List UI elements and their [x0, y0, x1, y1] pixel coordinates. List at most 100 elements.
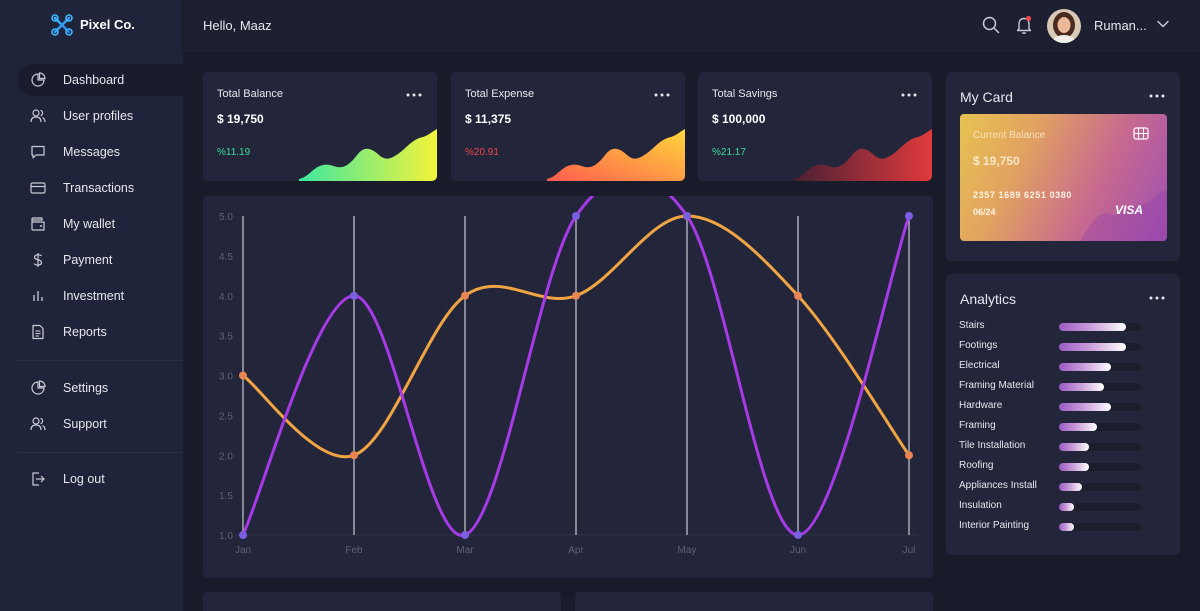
data-point — [461, 291, 469, 300]
sidebar-item-logout[interactable]: Log out — [17, 463, 183, 495]
analytics-row: Insulation — [959, 500, 1154, 514]
sparkline — [299, 129, 437, 181]
y-tick-label: 4.5 — [219, 252, 233, 263]
sidebar-item-label: Investment — [63, 289, 125, 303]
card-label: Current Balance — [973, 130, 1046, 141]
progress-fill — [1059, 403, 1111, 411]
data-point — [239, 531, 247, 539]
more-icon[interactable] — [654, 93, 670, 97]
y-tick-label: 2.5 — [219, 411, 233, 422]
progress-fill — [1059, 383, 1105, 391]
sidebar-item-label: Log out — [63, 472, 105, 486]
sidebar-item-investment[interactable]: Investment — [17, 280, 183, 312]
progress-track — [1059, 403, 1141, 411]
stat-change: %11.19 — [217, 147, 251, 158]
chevron-down-icon[interactable] — [1156, 19, 1170, 29]
progress-track — [1059, 383, 1141, 391]
data-point — [572, 291, 580, 300]
x-tick-label: May — [678, 545, 697, 556]
progress-fill — [1059, 363, 1111, 371]
card-chip-icon — [1133, 127, 1149, 140]
sidebar-item-my-wallet[interactable]: My wallet — [17, 208, 183, 240]
progress-fill — [1059, 323, 1127, 331]
stat-card-total-expense: Total Expense $ 11,375 %20.91 — [451, 72, 685, 181]
stat-value: $ 100,000 — [712, 112, 766, 126]
line-chart-card: 5.0 4.5 4.0 3.5 3.0 2.5 2.0 1.5 1.0 Jan Feb Mar Apr M… — [203, 196, 933, 578]
progress-track — [1059, 483, 1141, 491]
analytics-row: Tile Installation — [959, 440, 1154, 454]
analytics-label: Appliances Install — [959, 480, 1037, 491]
data-point — [350, 291, 358, 300]
analytics-row: Electrical — [959, 360, 1154, 374]
bar-chart-icon — [33, 291, 43, 301]
sidebar-item-transactions[interactable]: Transactions — [17, 172, 183, 204]
progress-track — [1059, 343, 1141, 351]
more-icon[interactable] — [1149, 94, 1165, 98]
credit-card[interactable]: Current Balance $ 19,750 2357 1689 6251 … — [960, 114, 1167, 241]
sidebar-item-label: Transactions — [63, 181, 135, 195]
progress-track — [1059, 323, 1141, 331]
sidebar-item-settings[interactable]: Settings — [17, 372, 183, 404]
card-number: 2357 1689 6251 0380 — [973, 190, 1072, 200]
avatar[interactable] — [1047, 9, 1081, 43]
progress-track — [1059, 463, 1141, 471]
logo-area: Pixel Co. — [0, 0, 183, 52]
stat-title: Total Savings — [712, 88, 778, 100]
data-point — [572, 212, 580, 220]
more-icon[interactable] — [901, 93, 917, 97]
y-tick-label: 1.5 — [219, 491, 233, 502]
sidebar-item-user-profiles[interactable]: User profiles — [17, 100, 183, 132]
x-tick-label: Jul — [903, 545, 916, 556]
users-icon — [30, 417, 46, 431]
credit-card-icon — [30, 182, 46, 194]
sidebar-item-label: Dashboard — [63, 73, 125, 87]
progress-fill — [1059, 503, 1074, 511]
avatar-image — [1047, 9, 1081, 43]
analytics-panel: Analytics Stairs Footings Electrical Framin… — [946, 274, 1180, 555]
analytics-label: Framing — [959, 420, 996, 431]
analytics-label: Framing Material — [959, 380, 1035, 391]
y-tick-label: 4.0 — [219, 292, 233, 303]
sidebar-item-label: User profiles — [63, 109, 134, 123]
analytics-label: Electrical — [959, 360, 1000, 371]
sidebar-item-label: My wallet — [63, 217, 116, 231]
analytics-label: Stairs — [959, 320, 985, 331]
sidebar-item-payment[interactable]: Payment — [17, 244, 183, 276]
sidebar-divider — [17, 452, 183, 453]
card-amount: $ 19,750 — [973, 154, 1020, 168]
search-icon[interactable] — [982, 16, 1000, 34]
data-point — [239, 371, 247, 380]
sidebar-item-reports[interactable]: Reports — [17, 316, 183, 348]
sidebar-item-label: Support — [63, 417, 107, 431]
bottom-card-left — [203, 592, 561, 611]
analytics-row: Framing Material — [959, 380, 1154, 394]
analytics-label: Insulation — [959, 500, 1002, 511]
bottom-card-right — [575, 592, 933, 611]
sparkline — [547, 129, 685, 181]
analytics-row: Footings — [959, 340, 1154, 354]
sidebar-item-label: Payment — [63, 253, 113, 267]
data-point — [905, 212, 913, 220]
progress-fill — [1059, 423, 1097, 431]
more-icon[interactable] — [1149, 296, 1165, 300]
analytics-label: Hardware — [959, 400, 1003, 411]
analytics-row: Roofing — [959, 460, 1154, 474]
more-icon[interactable] — [406, 93, 422, 97]
user-name[interactable]: Ruman... — [1094, 18, 1147, 33]
sidebar-item-dashboard[interactable]: Dashboard — [17, 64, 183, 96]
stat-title: Total Balance — [217, 88, 284, 100]
y-tick-label: 3.5 — [219, 332, 233, 343]
data-point — [905, 451, 913, 460]
x-tick-label: Feb — [345, 545, 363, 556]
app-name: Pixel Co. — [80, 17, 135, 32]
analytics-label: Roofing — [959, 460, 994, 471]
sidebar-item-label: Messages — [63, 145, 120, 159]
pie-chart-icon — [31, 380, 46, 395]
sidebar-item-messages[interactable]: Messages — [17, 136, 183, 168]
bell-icon[interactable] — [1015, 15, 1033, 35]
x-tick-label: Jun — [790, 545, 806, 556]
my-card-panel: My Card Current Balance $ 19,750 2357 16… — [946, 72, 1180, 261]
x-tick-label: Apr — [568, 545, 584, 556]
sidebar-item-support[interactable]: Support — [17, 408, 183, 440]
